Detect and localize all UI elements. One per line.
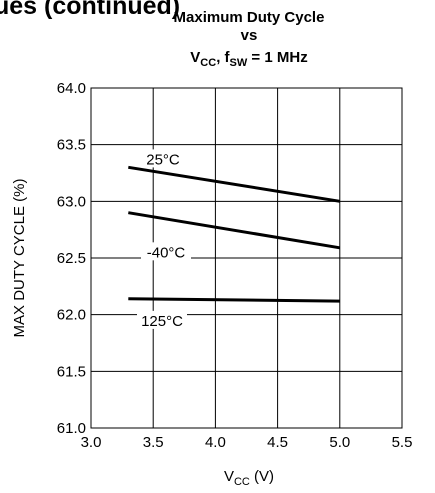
series-labels: 25°C -40°C 125°C: [137, 149, 191, 330]
series-label-bg: [141, 242, 191, 261]
y-tick-label: 61.0: [57, 420, 86, 437]
series-label: 25°C: [146, 151, 180, 168]
y-tick-label: 64.0: [57, 80, 86, 97]
title-v-sub: CC: [200, 57, 216, 69]
y-axis-title: MAX DUTY CYCLE (%): [11, 179, 28, 338]
chart-title-line2: vs: [241, 27, 258, 44]
series-line: [128, 297, 340, 303]
x-tick-label: 3.5: [143, 434, 164, 451]
x-tick-label: 3.0: [81, 434, 102, 451]
y-tick-label: 62.0: [57, 307, 86, 324]
x-axis-title-sub: CC: [234, 476, 250, 488]
series-label: 125°C: [141, 313, 183, 330]
x-axis-title-main: V: [224, 468, 234, 485]
y-tick-labels: 61.0 61.5 62.0 62.5 63.0 63.5 64.0: [57, 80, 86, 437]
title-sep: , f: [216, 49, 230, 66]
title-v: V: [190, 49, 200, 66]
x-tick-labels: 3.0 3.5 4.0 4.5 5.0 5.5: [81, 434, 413, 451]
y-tick-label: 62.5: [57, 250, 86, 267]
title-f-sub: SW: [230, 57, 248, 69]
title-rest: = 1 MHz: [247, 49, 307, 66]
chart-title-line1: Maximum Duty Cycle: [174, 9, 325, 26]
x-tick-label: 5.0: [329, 434, 350, 451]
x-axis-title: VCC (V): [224, 468, 274, 488]
series-line: [128, 211, 341, 250]
series-label: -40°C: [147, 244, 186, 261]
series-label-bg: [137, 310, 187, 329]
plot-frame: [90, 87, 403, 429]
grid: [90, 87, 403, 429]
x-axis-title-unit: (V): [250, 468, 274, 485]
series-lines: [128, 165, 341, 303]
x-tick-label: 4.5: [267, 434, 288, 451]
series-line: [128, 165, 341, 203]
y-tick-label: 63.5: [57, 137, 86, 154]
y-tick-label: 63.0: [57, 193, 86, 210]
y-tick-label: 61.5: [57, 363, 86, 380]
x-tick-label: 5.5: [392, 434, 413, 451]
chart-title-line3: VCC, fSW = 1 MHz: [190, 49, 307, 69]
series-label-bg: [142, 149, 184, 168]
header-fragment: ues (continued): [0, 0, 180, 20]
x-tick-label: 4.0: [205, 434, 226, 451]
